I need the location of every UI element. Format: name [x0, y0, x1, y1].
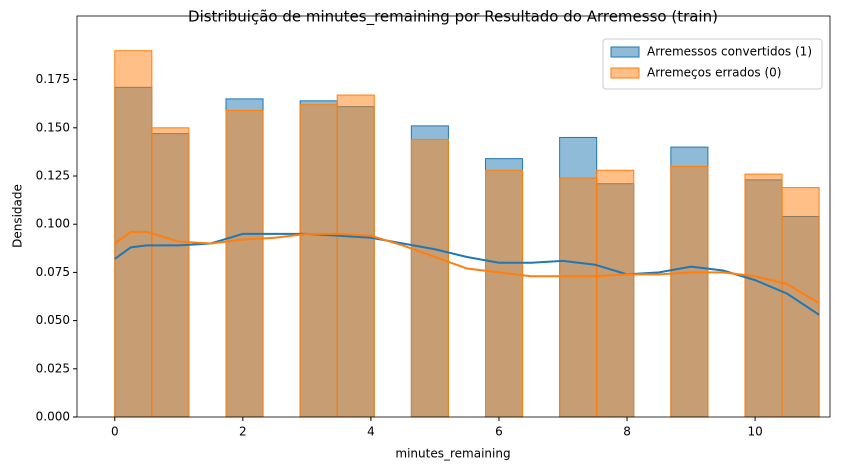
axes-frame	[76, 15, 831, 418]
x-tick-label: 2	[239, 425, 247, 439]
histogram-bar	[410, 138, 449, 418]
x-tick-label: 10	[747, 425, 762, 439]
histogram-bar	[299, 104, 338, 418]
legend-swatch	[610, 67, 640, 79]
kde-line	[114, 230, 820, 305]
y-tick-label: 0.100	[36, 217, 70, 231]
histogram-bar	[336, 94, 375, 418]
y-tick-label: 0.050	[36, 313, 70, 327]
legend-swatch	[610, 46, 640, 58]
y-tick-label: 0.000	[36, 410, 70, 424]
x-tick-label: 8	[623, 425, 631, 439]
histogram-bar	[114, 50, 153, 418]
y-tick-label: 0.175	[36, 72, 70, 86]
y-tick-label: 0.025	[36, 361, 70, 375]
y-tick-label: 0.125	[36, 169, 70, 183]
x-tick-label: 6	[495, 425, 503, 439]
y-axis-label: Densidade	[11, 184, 25, 248]
legend-label: Arremeços errados (0)	[647, 66, 781, 80]
histogram-bar	[484, 169, 524, 418]
x-tick-label: 0	[111, 425, 119, 439]
y-tick-label: 0.075	[36, 265, 70, 279]
legend-label: Arremessos convertidos (1)	[647, 45, 812, 59]
legend-box	[602, 38, 823, 90]
x-axis-label: minutes_remaining	[395, 447, 510, 461]
y-tick-label: 0.150	[36, 120, 70, 134]
histogram-bar	[151, 127, 190, 418]
histogram-bar	[225, 109, 264, 418]
histogram-bar	[559, 177, 598, 418]
histogram-bar	[670, 165, 709, 418]
x-tick-label: 4	[367, 425, 375, 439]
histogram-bar	[744, 173, 783, 418]
histogram-bar	[596, 169, 635, 418]
kde-line	[114, 232, 820, 316]
chart-title: Distribuição de minutes_remaining por Re…	[188, 8, 718, 27]
